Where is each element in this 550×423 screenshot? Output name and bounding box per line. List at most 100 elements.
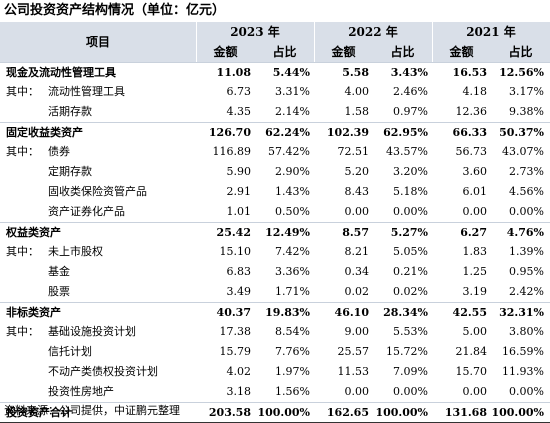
- table-row: 投资性房地产 3.18 1.56% 0.00 0.00% 0.00 0.00%: [0, 382, 550, 402]
- share-cell: 3.43%: [390, 66, 428, 79]
- amount-cell: 72.51: [337, 145, 370, 158]
- share-cell: 62.24%: [265, 126, 310, 139]
- amount-cell: 102.39: [326, 126, 369, 139]
- share-cell: 3.80%: [509, 325, 544, 338]
- table-title: 公司投资资产结构情况（单位：亿元）: [4, 3, 226, 18]
- amount-cell: 0.00: [462, 205, 488, 218]
- amount-cell: 0.34: [344, 265, 370, 278]
- row-label: 活期存款: [48, 105, 92, 118]
- share-cell: 4.76%: [506, 226, 544, 239]
- share-cell: 100.00%: [257, 406, 310, 419]
- share-cell: 0.02%: [393, 285, 428, 298]
- amount-cell: 4.35: [226, 105, 252, 118]
- amount-cell: 0.00: [344, 205, 370, 218]
- share-cell: 2.14%: [275, 105, 310, 118]
- amount-cell: 56.73: [455, 145, 488, 158]
- amount-cell: 2.91: [226, 185, 252, 198]
- share-cell: 1.97%: [275, 365, 310, 378]
- row-label: 基础设施投资计划: [48, 325, 136, 338]
- amount-cell: 3.49: [226, 285, 252, 298]
- share-cell: 9.38%: [509, 105, 544, 118]
- amount-cell: 116.89: [212, 145, 252, 158]
- amount-cell: 203.58: [208, 406, 251, 419]
- share-cell: 7.42%: [275, 245, 310, 258]
- amount-cell: 25.57: [337, 345, 370, 358]
- row-prefix: 其中：: [6, 245, 39, 258]
- share-cell: 5.05%: [393, 245, 428, 258]
- table-row: 股票 3.49 1.71% 0.02 0.02% 3.19 2.42%: [0, 282, 550, 302]
- share-cell: 5.53%: [393, 325, 428, 338]
- share-cell: 100.00%: [491, 406, 544, 419]
- share-cell: 1.71%: [275, 285, 310, 298]
- amount-cell: 15.10: [219, 245, 252, 258]
- amount-cell: 46.10: [334, 306, 369, 319]
- table-row: 资产证券化产品 1.01 0.50% 0.00 0.00% 0.00 0.00%: [0, 202, 550, 222]
- table-row: 其中： 未上市股权 15.10 7.42% 8.21 5.05% 1.83 1.39%: [0, 242, 550, 262]
- table-header: 项目 2023 年 2022 年 2021 年 金额 占比 金额 占比 金额 占…: [0, 22, 550, 62]
- amount-cell: 8.57: [342, 226, 369, 239]
- share-cell: 50.37%: [499, 126, 544, 139]
- amount-cell: 6.27: [460, 226, 487, 239]
- amount-cell: 5.00: [462, 325, 488, 338]
- amount-cell: 4.02: [226, 365, 252, 378]
- amount-cell: 66.33: [452, 126, 487, 139]
- amount-cell: 25.42: [216, 226, 251, 239]
- amount-cell: 131.68: [444, 406, 487, 419]
- share-cell: 3.36%: [275, 265, 310, 278]
- amount-cell: 17.38: [219, 325, 252, 338]
- row-label: 固收类保险资管产品: [48, 185, 147, 198]
- amount-cell: 11.53: [337, 365, 370, 378]
- share-cell: 0.95%: [509, 265, 544, 278]
- header-amount-2022: 金额: [331, 45, 356, 59]
- share-cell: 1.56%: [275, 385, 310, 398]
- amount-cell: 6.01: [462, 185, 488, 198]
- header-amount-2021: 金额: [449, 45, 474, 59]
- share-cell: 3.20%: [393, 165, 428, 178]
- share-cell: 7.76%: [275, 345, 310, 358]
- amount-cell: 4.18: [462, 85, 488, 98]
- share-cell: 12.49%: [265, 226, 310, 239]
- amount-cell: 126.70: [208, 126, 251, 139]
- share-cell: 0.50%: [275, 205, 310, 218]
- share-cell: 2.46%: [393, 85, 428, 98]
- row-prefix: 其中：: [6, 85, 39, 98]
- amount-cell: 5.20: [344, 165, 370, 178]
- table-row: 定期存款 5.90 2.90% 5.20 3.20% 3.60 2.73%: [0, 162, 550, 182]
- row-label: 投资资产合计: [6, 406, 72, 419]
- row-label: 固定收益类资产: [6, 126, 83, 139]
- row-label: 非标类资产: [6, 306, 61, 319]
- header-year-2023: 2023 年: [230, 25, 280, 39]
- amount-cell: 5.58: [342, 66, 369, 79]
- amount-cell: 9.00: [344, 325, 370, 338]
- share-cell: 0.00%: [393, 205, 428, 218]
- table-row: 信托计划 15.79 7.76% 25.57 15.72% 21.84 16.59%: [0, 342, 550, 362]
- header-share-2021: 占比: [508, 45, 533, 59]
- table-row: 投资资产合计 203.58 100.00% 162.65 100.00% 131.68 10…: [0, 402, 550, 422]
- amount-cell: 1.58: [344, 105, 370, 118]
- share-cell: 8.54%: [275, 325, 310, 338]
- share-cell: 5.27%: [390, 226, 428, 239]
- amount-cell: 0.00: [462, 385, 488, 398]
- share-cell: 62.95%: [383, 126, 428, 139]
- amount-cell: 4.00: [344, 85, 370, 98]
- header-year-2021: 2021 年: [466, 25, 516, 39]
- share-cell: 28.34%: [383, 306, 428, 319]
- amount-cell: 1.83: [462, 245, 488, 258]
- amount-cell: 11.08: [216, 66, 251, 79]
- source-note: 资料来源：公司提供，中证鹏元整理: [4, 404, 180, 417]
- row-label: 现金及流动性管理工具: [6, 66, 116, 79]
- table-body: 现金及流动性管理工具 11.08 5.44% 5.58 3.43% 16.53 12.56%…: [0, 62, 550, 423]
- amount-cell: 40.37: [216, 306, 251, 319]
- share-cell: 2.90%: [275, 165, 310, 178]
- amount-cell: 8.43: [344, 185, 370, 198]
- row-label: 不动产类债权投资计划: [48, 365, 158, 378]
- share-cell: 16.59%: [502, 345, 544, 358]
- amount-cell: 6.83: [226, 265, 252, 278]
- row-label: 信托计划: [48, 345, 92, 358]
- table-row: 其中： 基础设施投资计划 17.38 8.54% 9.00 5.53% 5.00 3.80%: [0, 322, 550, 342]
- share-cell: 11.93%: [502, 365, 544, 378]
- table-row: 固收类保险资管产品 2.91 1.43% 8.43 5.18% 6.01 4.56%: [0, 182, 550, 202]
- table-row: 活期存款 4.35 2.14% 1.58 0.97% 12.36 9.38%: [0, 102, 550, 122]
- share-cell: 0.21%: [393, 265, 428, 278]
- amount-cell: 16.53: [452, 66, 487, 79]
